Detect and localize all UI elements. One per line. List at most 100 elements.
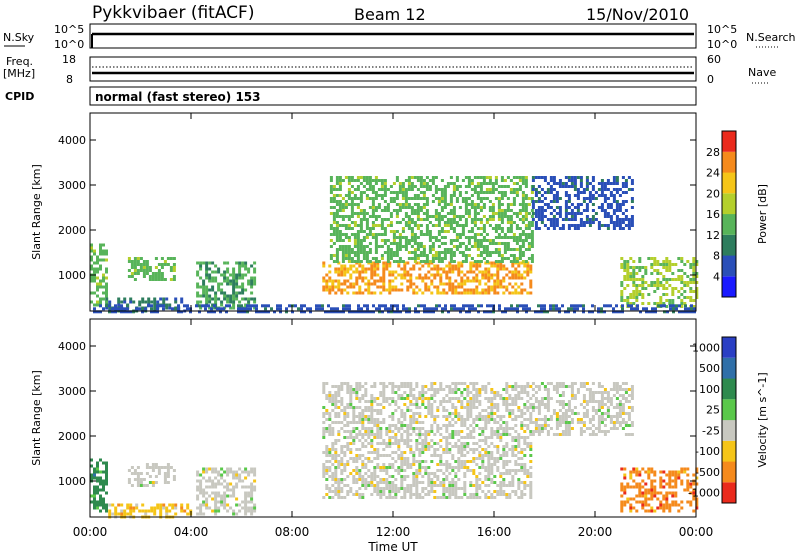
- heatmap-cell: [594, 409, 598, 412]
- heatmap-cell: [521, 179, 525, 182]
- heatmap-cell: [503, 185, 507, 188]
- heatmap-cell: [531, 388, 535, 391]
- heatmap-cell: [133, 263, 137, 266]
- heatmap-cell: [674, 287, 678, 290]
- heatmap-cell: [226, 270, 230, 274]
- heatmap-cell: [419, 182, 423, 185]
- heatmap-cell: [150, 310, 153, 314]
- heatmap-cell: [341, 248, 345, 251]
- heatmap-cell: [502, 291, 506, 295]
- heatmap-cell: [376, 433, 380, 436]
- heatmap-cell: [505, 451, 509, 454]
- heatmap-cell: [154, 463, 158, 466]
- heatmap-cell: [340, 469, 344, 472]
- heatmap-cell: [340, 451, 344, 454]
- heatmap-cell: [555, 304, 558, 308]
- heatmap-cell: [406, 466, 410, 469]
- heatmap-cell: [502, 484, 506, 487]
- heatmap-cell: [241, 470, 245, 474]
- heatmap-cell: [437, 260, 441, 263]
- heatmap-cell: [232, 512, 236, 516]
- heatmap-cell: [484, 282, 488, 286]
- heatmap-cell: [457, 282, 461, 286]
- heatmap-cell: [665, 299, 669, 302]
- heatmap-cell: [496, 270, 500, 274]
- heatmap-cell: [529, 493, 533, 496]
- heatmap-cell: [496, 448, 500, 451]
- heatmap-cell: [338, 224, 342, 227]
- heatmap-cell: [400, 487, 404, 490]
- heatmap-cell: [466, 496, 470, 499]
- heatmap-cell: [561, 382, 565, 385]
- heatmap-cell: [232, 485, 236, 489]
- heatmap-cell: [365, 188, 369, 191]
- heatmap-cell: [451, 288, 455, 292]
- heatmap-cell: [448, 466, 452, 469]
- heatmap-cell: [433, 490, 437, 493]
- heatmap-cell: [618, 206, 622, 209]
- heatmap-cell: [127, 275, 131, 278]
- heatmap-cell: [398, 248, 402, 251]
- heatmap-cell: [570, 209, 574, 212]
- heatmap-cell: [458, 242, 462, 245]
- heatmap-cell: [458, 194, 462, 197]
- heatmap-cell: [524, 236, 528, 239]
- heatmap-cell: [244, 494, 248, 498]
- heatmap-cell: [108, 310, 111, 314]
- heatmap-cell: [348, 307, 351, 311]
- heatmap-cell: [220, 503, 224, 507]
- heatmap-cell: [452, 209, 456, 212]
- heatmap-cell: [445, 400, 449, 403]
- heatmap-cell: [482, 236, 486, 239]
- heatmap-cell: [349, 433, 353, 436]
- heatmap-cell: [473, 209, 477, 212]
- heatmap-cell: [695, 281, 699, 284]
- heatmap-cell: [144, 307, 147, 311]
- heatmap-cell: [409, 276, 413, 280]
- heatmap-cell: [445, 282, 449, 286]
- heatmap-cell: [500, 236, 504, 239]
- heatmap-cell: [526, 445, 530, 448]
- heatmap-cell: [570, 385, 574, 388]
- heatmap-cell: [410, 251, 414, 254]
- heatmap-cell: [529, 264, 533, 268]
- heatmap-cell: [561, 227, 565, 230]
- heatmap-cell: [540, 221, 544, 224]
- heatmap-cell: [452, 185, 456, 188]
- heatmap-cell: [472, 406, 476, 409]
- heatmap-cell: [339, 310, 342, 314]
- heatmap-cell: [352, 391, 356, 394]
- heatmap-cell: [374, 194, 378, 197]
- heatmap-cell: [451, 391, 455, 394]
- heatmap-cell: [514, 472, 518, 475]
- heatmap-cell: [424, 487, 428, 490]
- heatmap-cell: [464, 203, 468, 206]
- heatmap-cell: [349, 457, 353, 460]
- heatmap-cell: [199, 306, 203, 310]
- heatmap-cell: [659, 281, 663, 284]
- heatmap-cell: [358, 469, 362, 472]
- heatmap-cell: [133, 472, 137, 475]
- heatmap-cell: [503, 242, 507, 245]
- heatmap-cell: [159, 509, 163, 513]
- heatmap-cell: [502, 490, 506, 493]
- heatmap-cell: [383, 182, 387, 185]
- heatmap-cell: [502, 448, 506, 451]
- heatmap-cell: [156, 503, 160, 507]
- heatmap-cell: [478, 487, 482, 490]
- heatmap-cell: [503, 245, 507, 248]
- heatmap-cell: [692, 263, 696, 266]
- heatmap-cell: [132, 509, 136, 513]
- heatmap-cell: [349, 472, 353, 475]
- heatmap-cell: [523, 442, 527, 445]
- heatmap-cell: [695, 290, 699, 293]
- heatmap-cell: [582, 412, 586, 415]
- heatmap-cell: [367, 433, 371, 436]
- heatmap-cell: [366, 310, 369, 314]
- heatmap-cell: [686, 275, 690, 278]
- heatmap-cell: [668, 263, 672, 266]
- heatmap-cell: [415, 448, 419, 451]
- heatmap-cell: [425, 227, 429, 230]
- heatmap-cell: [93, 249, 96, 253]
- heatmap-cell: [384, 304, 387, 308]
